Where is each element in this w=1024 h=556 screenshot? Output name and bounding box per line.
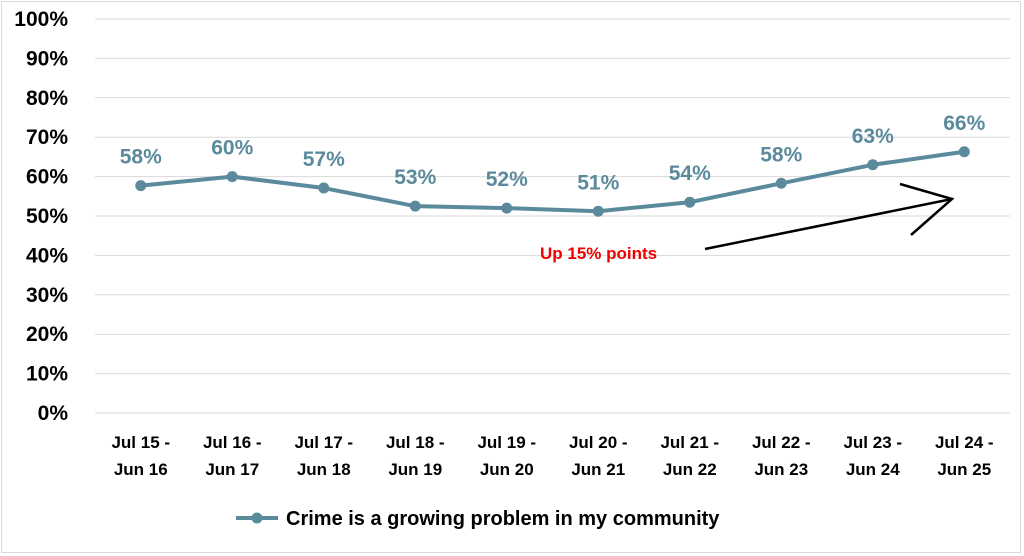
y-tick-label: 50% [26,205,68,228]
data-point [684,196,696,208]
data-point [409,200,421,212]
data-label: 54% [669,162,711,185]
y-tick-label: 80% [26,87,68,110]
data-label: 52% [486,168,528,191]
x-tick-label: Jun 18 [297,460,351,479]
data-point [318,182,330,194]
x-tick-label: Jul 22 - [752,433,811,452]
data-label: 57% [303,148,345,171]
x-tick-label: Jul 19 - [477,433,536,452]
y-tick-label: 40% [26,244,68,267]
legend-marker-swatch [251,512,263,524]
x-tick-label: Jun 19 [388,460,442,479]
x-tick-label: Jun 16 [114,460,168,479]
y-tick-label: 20% [26,323,68,346]
y-tick-label: 100% [14,8,68,31]
y-tick-label: 90% [26,47,68,70]
x-tick-label: Jun 21 [571,460,625,479]
y-tick-label: 70% [26,126,68,149]
data-label: 58% [760,143,802,166]
y-tick-label: 0% [38,402,69,425]
x-tick-label: Jun 24 [846,460,900,479]
data-point [958,146,970,158]
series-line [140,149,965,214]
data-label: 58% [120,146,162,169]
x-tick-label: Jul 16 - [203,433,262,452]
x-tick-label: Jun 17 [205,460,259,479]
legend: Crime is a growing problem in my communi… [236,508,720,530]
x-tick-label: Jul 21 - [660,433,719,452]
data-label: 66% [943,112,985,135]
data-label: 63% [852,125,894,148]
annotation-group: Up 15% points [540,182,955,263]
data-point [775,177,787,189]
x-tick-label: Jul 23 - [843,433,902,452]
series-crime-line [135,146,970,217]
x-tick-label: Jul 20 - [569,433,628,452]
y-tick-label: 60% [26,166,68,189]
x-tick-label: Jun 25 [937,460,991,479]
data-label: 60% [211,137,253,160]
x-tick-label: Jul 18 - [386,433,445,452]
x-tick-label: Jul 24 - [935,433,994,452]
data-point [592,205,604,217]
data-point [867,159,879,171]
y-tick-label: 10% [26,363,68,386]
data-point [135,180,147,192]
annotation-arrow-shaft [704,197,953,251]
data-labels: 58% 60% 57% 53% 52% 51% 54% 58% 63% 66% [120,112,986,194]
legend-label: Crime is a growing problem in my communi… [286,508,720,530]
data-point [501,202,513,214]
x-tick-label: Jun 20 [480,460,534,479]
x-tick-label: Jul 15 - [111,433,170,452]
y-axis-tick-labels: 0% 10% 20% 30% 40% 50% 60% 70% 80% 90% 100% [14,8,68,425]
data-point [226,171,238,183]
x-tick-label: Jun 22 [663,460,717,479]
y-tick-label: 30% [26,284,68,307]
x-tick-label: Jul 17 - [294,433,353,452]
x-tick-label: Jun 23 [754,460,808,479]
x-axis-tick-labels: Jul 15 - Jun 16 Jul 16 - Jun 17 Jul 17 - Jun … [111,433,993,479]
data-label: 51% [577,171,619,194]
data-label: 53% [394,166,436,189]
annotation-arrow-head [899,182,955,236]
annotation-text: Up 15% points [540,244,657,263]
